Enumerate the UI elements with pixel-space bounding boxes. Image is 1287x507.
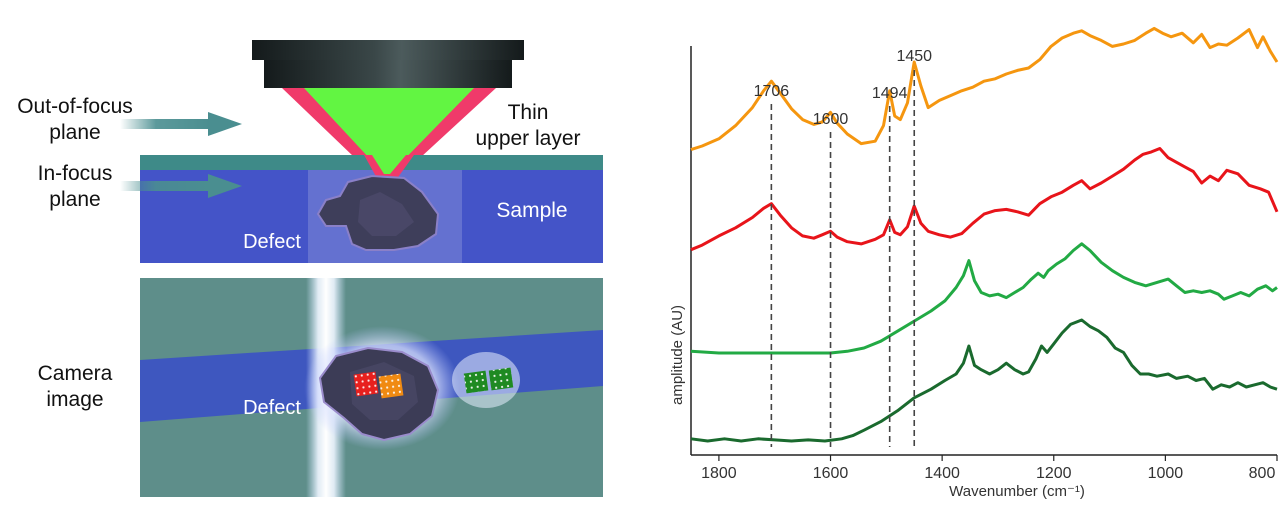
green-marker-1 (463, 370, 489, 394)
in-focus-label-1: In-focus (38, 162, 113, 185)
spectra-chart: 1706 1600 1494 1450 1800 1600 1400 1200 1000 800… (669, 26, 1279, 500)
x-tick-label-1800: 1800 (701, 465, 737, 482)
series-layer (690, 26, 1279, 443)
x-tick-label-1000: 1000 (1148, 465, 1184, 482)
thin-layer-label-2: upper layer (475, 127, 580, 150)
orange-marker (378, 373, 404, 399)
objective-lens-icon (252, 40, 524, 88)
peak-lines: 1706 1600 1494 1450 (754, 48, 932, 447)
thin-layer-label-1: Thin (508, 101, 549, 124)
camera-label-1: Camera (38, 362, 113, 385)
in-focus-label-2: plane (49, 188, 100, 211)
peak-label-1494: 1494 (872, 85, 908, 102)
microscope-schematic: Out-of-focus plane In-focus plane Thin u… (17, 40, 603, 497)
excitation-beam-green (304, 88, 474, 174)
in-focus-arrow-icon (120, 174, 242, 198)
beam-focus-green (372, 155, 406, 174)
defect-label-top: Defect (243, 231, 301, 253)
x-tick-label-1400: 1400 (924, 465, 960, 482)
x-axis-label: Wavenumber (cm⁻¹) (949, 483, 1085, 500)
spectrum-line-1 (690, 26, 1279, 152)
out-of-focus-arrow-icon (120, 112, 242, 136)
camera-image-panel (140, 278, 603, 497)
peak-label-1706: 1706 (754, 83, 790, 100)
x-tick-label-800: 800 (1249, 465, 1276, 482)
out-of-focus-label-2: plane (49, 121, 100, 144)
out-of-focus-label-1: Out-of-focus (17, 95, 133, 118)
sample-label: Sample (496, 199, 567, 222)
x-ticks: 1800 1600 1400 1200 1000 800 (701, 455, 1278, 482)
red-marker (353, 371, 379, 397)
green-marker-2 (488, 367, 514, 391)
spectrum-line-2 (690, 147, 1279, 252)
spectrum-line-4 (690, 318, 1278, 443)
x-tick-label-1600: 1600 (813, 465, 849, 482)
y-axis-label: amplitude (AU) (669, 305, 686, 405)
peak-label-1600: 1600 (813, 111, 849, 128)
defect-label-bottom: Defect (243, 397, 301, 419)
peak-label-1450: 1450 (896, 48, 932, 65)
camera-label-2: image (46, 388, 103, 411)
x-tick-label-1200: 1200 (1036, 465, 1072, 482)
spectrum-line-3 (690, 242, 1278, 355)
